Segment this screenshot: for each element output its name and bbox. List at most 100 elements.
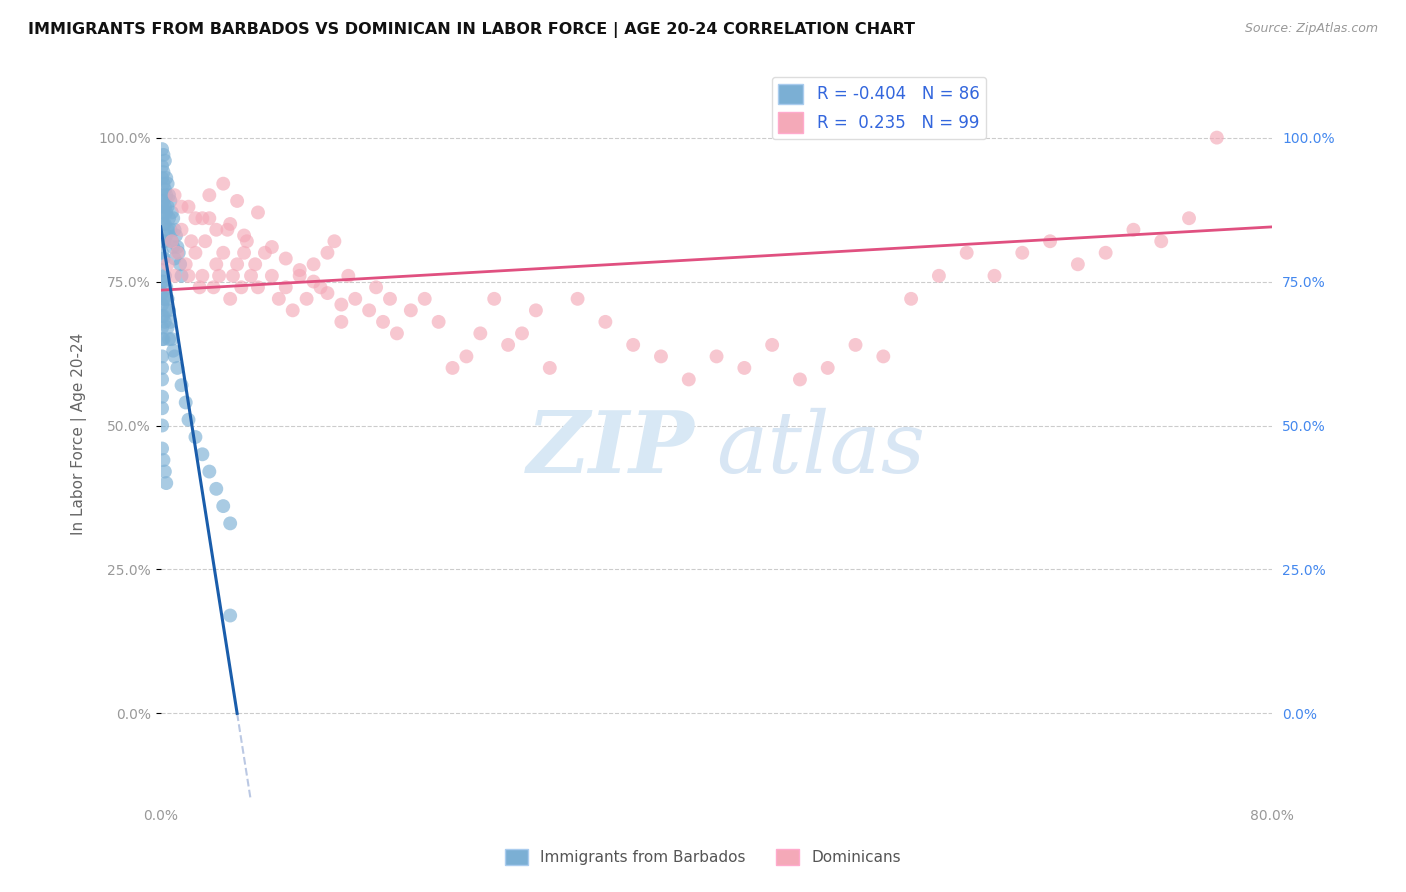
- Point: [152, 292, 174, 306]
- Point: [733, 360, 755, 375]
- Point: [706, 350, 728, 364]
- Point: [150, 320, 173, 334]
- Point: [156, 200, 179, 214]
- Point: [344, 292, 367, 306]
- Point: [621, 338, 644, 352]
- Point: [150, 188, 173, 202]
- Point: [295, 292, 318, 306]
- Point: [1011, 245, 1033, 260]
- Point: [1094, 245, 1116, 260]
- Point: [150, 245, 173, 260]
- Point: [156, 177, 179, 191]
- Point: [152, 177, 174, 191]
- Point: [150, 350, 173, 364]
- Text: IMMIGRANTS FROM BARBADOS VS DOMINICAN IN LABOR FORCE | AGE 20-24 CORRELATION CHA: IMMIGRANTS FROM BARBADOS VS DOMINICAN IN…: [28, 22, 915, 38]
- Point: [330, 315, 353, 329]
- Point: [153, 200, 176, 214]
- Point: [150, 170, 173, 185]
- Point: [198, 465, 221, 479]
- Point: [316, 286, 339, 301]
- Point: [156, 223, 179, 237]
- Point: [595, 315, 617, 329]
- Point: [205, 223, 228, 237]
- Point: [152, 217, 174, 231]
- Text: Source: ZipAtlas.com: Source: ZipAtlas.com: [1244, 22, 1378, 36]
- Point: [184, 245, 207, 260]
- Point: [157, 211, 180, 226]
- Text: ZIP: ZIP: [526, 407, 695, 491]
- Point: [510, 326, 533, 341]
- Point: [413, 292, 436, 306]
- Point: [153, 315, 176, 329]
- Point: [233, 228, 256, 243]
- Point: [309, 280, 332, 294]
- Point: [359, 303, 381, 318]
- Legend: Immigrants from Barbados, Dominicans: Immigrants from Barbados, Dominicans: [499, 843, 907, 871]
- Point: [152, 194, 174, 208]
- Point: [274, 280, 297, 294]
- Point: [153, 153, 176, 168]
- Point: [167, 245, 190, 260]
- Point: [983, 268, 1005, 283]
- Point: [198, 211, 221, 226]
- Point: [233, 245, 256, 260]
- Point: [162, 211, 184, 226]
- Point: [222, 268, 245, 283]
- Text: atlas: atlas: [717, 408, 925, 490]
- Point: [152, 165, 174, 179]
- Point: [1150, 234, 1173, 248]
- Point: [1122, 223, 1144, 237]
- Point: [337, 268, 360, 283]
- Point: [162, 240, 184, 254]
- Point: [281, 303, 304, 318]
- Point: [484, 292, 506, 306]
- Point: [650, 350, 672, 364]
- Point: [160, 205, 183, 219]
- Point: [226, 194, 249, 208]
- Point: [157, 188, 180, 202]
- Point: [153, 268, 176, 283]
- Point: [152, 453, 174, 467]
- Point: [150, 418, 173, 433]
- Point: [496, 338, 519, 352]
- Point: [274, 252, 297, 266]
- Point: [160, 332, 183, 346]
- Point: [159, 223, 181, 237]
- Point: [236, 234, 259, 248]
- Point: [150, 442, 173, 456]
- Point: [150, 211, 173, 226]
- Point: [872, 350, 894, 364]
- Point: [152, 309, 174, 323]
- Point: [159, 194, 181, 208]
- Point: [371, 315, 394, 329]
- Point: [1178, 211, 1201, 226]
- Point: [302, 275, 325, 289]
- Point: [267, 292, 290, 306]
- Point: [166, 240, 188, 254]
- Point: [155, 205, 177, 219]
- Point: [177, 200, 200, 214]
- Point: [219, 608, 242, 623]
- Point: [150, 286, 173, 301]
- Point: [152, 332, 174, 346]
- Point: [160, 234, 183, 248]
- Point: [212, 245, 235, 260]
- Point: [170, 378, 193, 392]
- Point: [170, 200, 193, 214]
- Point: [169, 257, 191, 271]
- Point: [155, 188, 177, 202]
- Point: [150, 263, 173, 277]
- Point: [153, 217, 176, 231]
- Point: [150, 160, 173, 174]
- Point: [761, 338, 783, 352]
- Point: [231, 280, 253, 294]
- Point: [208, 268, 231, 283]
- Point: [427, 315, 450, 329]
- Point: [1039, 234, 1062, 248]
- Point: [170, 223, 193, 237]
- Point: [165, 228, 187, 243]
- Point: [150, 401, 173, 416]
- Point: [202, 280, 225, 294]
- Point: [364, 280, 387, 294]
- Point: [524, 303, 547, 318]
